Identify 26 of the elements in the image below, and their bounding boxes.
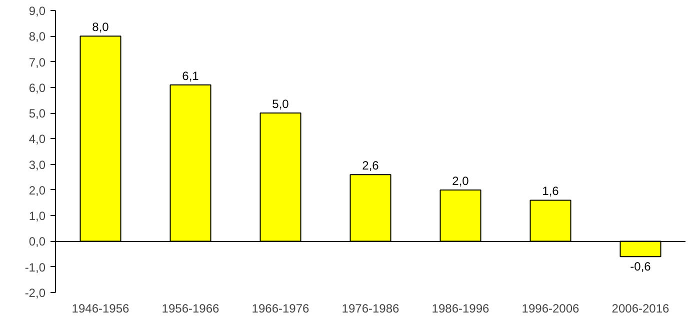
- data-label: 8,0: [92, 20, 110, 34]
- y-tick-label: 4,0: [28, 132, 46, 146]
- data-label: 1,6: [542, 184, 560, 198]
- y-tick-label: 7,0: [28, 55, 46, 70]
- x-tick-label: 1986-1996: [432, 302, 490, 316]
- y-tick-label: 6,0: [28, 80, 46, 95]
- y-tick-label: 1,0: [28, 209, 46, 224]
- x-tick-label: 2006-2016: [612, 302, 670, 316]
- data-label: 2,6: [362, 158, 380, 173]
- y-tick-label: 9,0: [28, 4, 46, 18]
- x-tick-label: 1946-1956: [72, 302, 130, 316]
- x-tick-label: 1976-1986: [342, 302, 400, 316]
- y-tick-label: 3,0: [28, 158, 46, 172]
- x-tick-label: 1956-1966: [162, 302, 220, 316]
- y-tick-label: -1,0: [24, 260, 46, 274]
- y-tick-label: 8,0: [28, 30, 46, 44]
- x-tick-label: 1966-1976: [252, 302, 310, 316]
- y-tick-label: -2,0: [24, 286, 46, 300]
- data-label: 5,0: [272, 97, 290, 112]
- y-tick-label: 0,0: [28, 234, 46, 249]
- x-tick-label: 1996-2006: [522, 302, 580, 316]
- y-tick-label: 2,0: [28, 183, 46, 198]
- data-label: -0,6: [630, 260, 652, 274]
- y-tick-label: 5,0: [28, 106, 46, 121]
- data-label: 6,1: [182, 68, 200, 83]
- data-label: 2,0: [452, 174, 470, 188]
